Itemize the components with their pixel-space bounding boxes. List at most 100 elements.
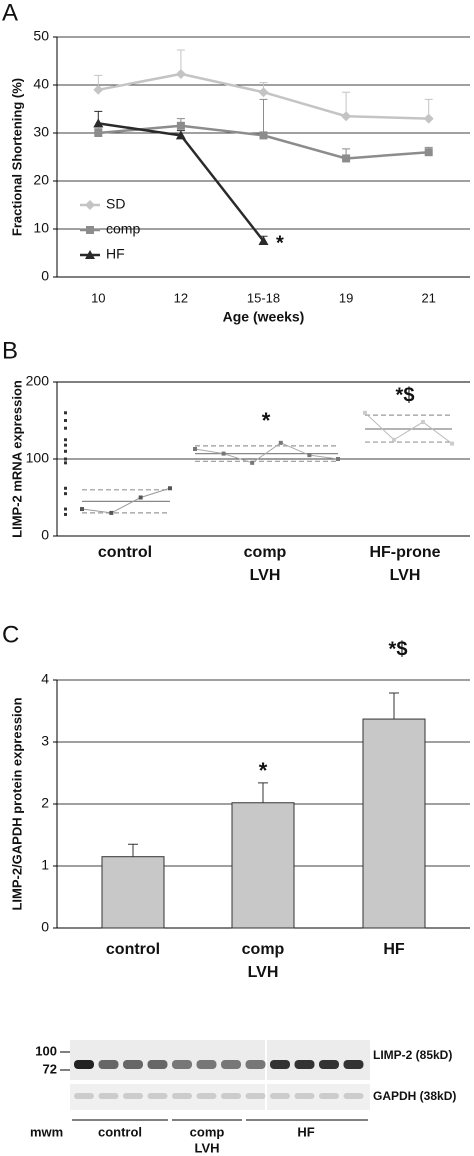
x-tick-label: LVH (250, 567, 281, 584)
point (250, 460, 255, 465)
marker (258, 87, 269, 98)
y-tick-label: 0 (41, 527, 49, 543)
blot-band (98, 1060, 119, 1069)
y-tick-label: 2 (41, 795, 49, 811)
reference-point (64, 457, 67, 461)
legend-label: SD (106, 196, 125, 212)
x-tick-label: 10 (91, 290, 105, 305)
error-bar (128, 843, 138, 857)
reference-point (64, 438, 67, 442)
point (278, 440, 283, 445)
y-tick-label: 30 (33, 124, 49, 140)
error-bar (258, 782, 268, 803)
blot-band (74, 1060, 94, 1069)
point (450, 441, 454, 446)
bar (101, 856, 165, 929)
y-tick-label: 1 (41, 857, 49, 873)
blot-band (196, 1060, 217, 1069)
lane-group-label: control (98, 1124, 142, 1139)
marker (85, 250, 95, 259)
x-tick-label: 15-18 (247, 290, 280, 305)
panel-letter: B (2, 337, 18, 364)
blot-band (270, 1093, 290, 1099)
annotation: * (276, 232, 284, 254)
y-axis-label: LIMP-2/GAPDH protein expression (9, 697, 24, 910)
blot-band (196, 1093, 217, 1099)
point (168, 486, 172, 491)
reference-point (64, 411, 67, 415)
y-tick-label: 3 (41, 733, 49, 749)
blot-band (74, 1093, 94, 1099)
marker (258, 236, 269, 245)
point-line (364, 412, 453, 445)
point (307, 453, 312, 458)
marker (424, 148, 433, 157)
reference-point (64, 486, 67, 490)
x-tick-label: LVH (248, 964, 279, 981)
blot-band (294, 1060, 315, 1069)
x-axis-label: Age (weeks) (223, 309, 305, 325)
reference-point (64, 507, 67, 511)
point (363, 410, 367, 415)
blot-band (123, 1093, 143, 1099)
blot-band (319, 1060, 339, 1069)
y-axis-label: LIMP-2 mRNA expression (9, 380, 24, 538)
band-label: LIMP-2 (85kD) (373, 1048, 452, 1062)
blot-strip (70, 1040, 370, 1080)
blot-band (221, 1060, 241, 1069)
lane-group-label: comp (190, 1124, 225, 1139)
annotation: * (259, 758, 268, 783)
point (421, 420, 425, 425)
mw-label: 100 (35, 1043, 57, 1058)
x-tick-label: 12 (174, 290, 188, 305)
blot-band (221, 1093, 241, 1099)
blot-band (172, 1093, 192, 1099)
marker (342, 154, 351, 163)
error-bar (259, 98, 268, 136)
point (138, 495, 143, 500)
point (336, 457, 340, 461)
marker (175, 130, 186, 140)
blot-band (294, 1093, 315, 1099)
y-tick-label: 50 (33, 28, 49, 44)
blot-band (147, 1093, 168, 1099)
x-tick-label: LVH (390, 567, 421, 584)
reference-point (64, 426, 67, 430)
point (221, 451, 226, 456)
y-tick-label: 4 (41, 671, 49, 687)
marker (93, 118, 104, 128)
reference-point (64, 449, 67, 453)
x-tick-label: 21 (421, 290, 435, 305)
x-tick-label: 19 (339, 290, 353, 305)
reference-point (64, 419, 67, 422)
x-tick-label: HF-prone (369, 544, 440, 561)
y-tick-label: 100 (26, 450, 50, 466)
annotation: *$ (396, 384, 415, 406)
reference-point (64, 492, 67, 496)
legend-label: HF (106, 246, 125, 262)
point (392, 437, 396, 442)
marker (85, 200, 95, 210)
y-axis-label: Fractional Shortening (%) (9, 78, 24, 236)
panel-letter: C (2, 621, 19, 648)
reference-point (64, 443, 67, 447)
x-tick-label: comp (242, 941, 285, 958)
lane-group-label: HF (297, 1124, 314, 1139)
marker (86, 226, 94, 234)
blot-band (172, 1060, 192, 1069)
blot-band (147, 1060, 168, 1069)
bar (362, 718, 426, 929)
marker (259, 131, 268, 140)
reference-point (64, 512, 67, 516)
y-tick-label: 0 (41, 268, 49, 284)
x-tick-label: control (98, 544, 152, 561)
blot-band (245, 1060, 266, 1069)
blot-band (245, 1093, 266, 1099)
annotation: * (262, 408, 271, 433)
x-tick-label: comp (244, 544, 287, 561)
annotation: *$ (389, 638, 408, 660)
blot-band (343, 1093, 364, 1099)
panel-letter: A (2, 0, 18, 26)
y-tick-label: 10 (33, 220, 49, 236)
